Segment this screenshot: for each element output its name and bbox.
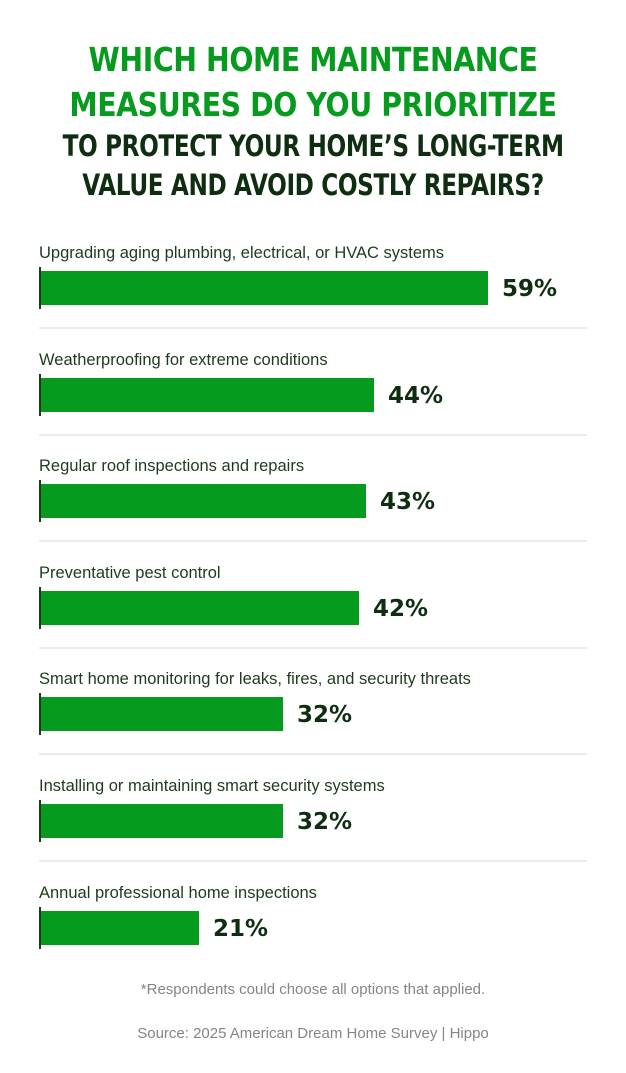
bar-value-label: 21%	[213, 915, 269, 942]
bar-label: Upgrading aging plumbing, electrical, or…	[39, 244, 445, 262]
row-divider	[39, 327, 587, 329]
bar-axis-line	[39, 586, 41, 629]
bar-label: Smart home monitoring for leaks, fires, …	[39, 670, 471, 689]
title-line-3: TO PROTECT YOUR HOME’S LONG-TERM	[62, 129, 565, 163]
bar-row: Regular roof inspections and repairs 43%	[39, 456, 587, 562]
bar-row: Preventative pest control 42%	[39, 563, 587, 669]
bar-label: Annual professional home inspections	[39, 883, 317, 902]
bar	[39, 804, 283, 838]
bar-value-label: 59%	[502, 276, 558, 302]
row-divider	[39, 753, 587, 756]
bar-axis-line	[39, 373, 41, 416]
row-divider	[39, 540, 587, 543]
title-line-4: VALUE AND AVOID COSTLY REPAIRS?	[82, 168, 544, 202]
bar-value-label: 43%	[380, 489, 436, 516]
bar-label: Weatherproofing for extreme conditions	[39, 350, 328, 369]
bar-row: Annual professional home inspections 21%	[39, 883, 587, 989]
bar	[39, 377, 374, 412]
bar-value-label: 32%	[297, 809, 353, 835]
bar-label: Installing or maintaining smart security…	[39, 777, 385, 795]
bar-value-label: 44%	[388, 382, 444, 409]
bar-axis-line	[39, 267, 41, 309]
bar-row: Installing or maintaining smart security…	[39, 776, 587, 882]
row-divider	[39, 433, 587, 436]
bar-axis-line	[39, 693, 41, 736]
bar-row: Weatherproofing for extreme conditions 44…	[39, 350, 587, 456]
bar-row: Upgrading aging plumbing, electrical, or…	[39, 243, 587, 349]
bar	[39, 590, 359, 625]
bar-axis-line	[39, 800, 41, 842]
bar-axis-line	[39, 906, 41, 949]
title-line-1: WHICH HOME MAINTENANCE	[88, 40, 538, 79]
bar-row: Smart home monitoring for leaks, fires, …	[39, 669, 587, 775]
row-divider	[39, 646, 587, 649]
bar-value-label: 42%	[373, 595, 429, 622]
bar-axis-line	[39, 480, 41, 523]
footnote: *Respondents could choose all options th…	[140, 981, 486, 998]
bar-label: Regular roof inspections and repairs	[39, 457, 305, 476]
bar-value-label: 32%	[297, 702, 353, 729]
chart-title: WHICH HOME MAINTENANCE MEASURES DO YOU P…	[0, 37, 626, 205]
bar	[39, 484, 366, 519]
bar-label: Preventative pest control	[39, 563, 221, 582]
bar	[39, 910, 199, 945]
title-line-2: MEASURES DO YOU PRIORITIZE	[69, 85, 557, 124]
source-credit: Source: 2025 American Dream Home Survey …	[137, 1025, 489, 1042]
bar	[39, 271, 488, 305]
row-divider	[39, 860, 587, 862]
bar	[39, 697, 283, 732]
